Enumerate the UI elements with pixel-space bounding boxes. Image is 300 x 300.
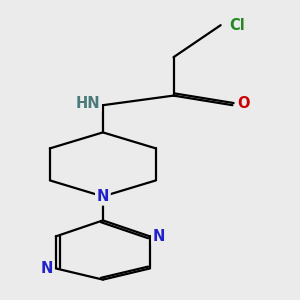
Text: N: N (97, 189, 109, 204)
Text: O: O (237, 96, 250, 111)
Text: HN: HN (75, 96, 100, 111)
Text: N: N (40, 261, 53, 276)
Text: N: N (153, 229, 165, 244)
Text: Cl: Cl (230, 18, 245, 33)
